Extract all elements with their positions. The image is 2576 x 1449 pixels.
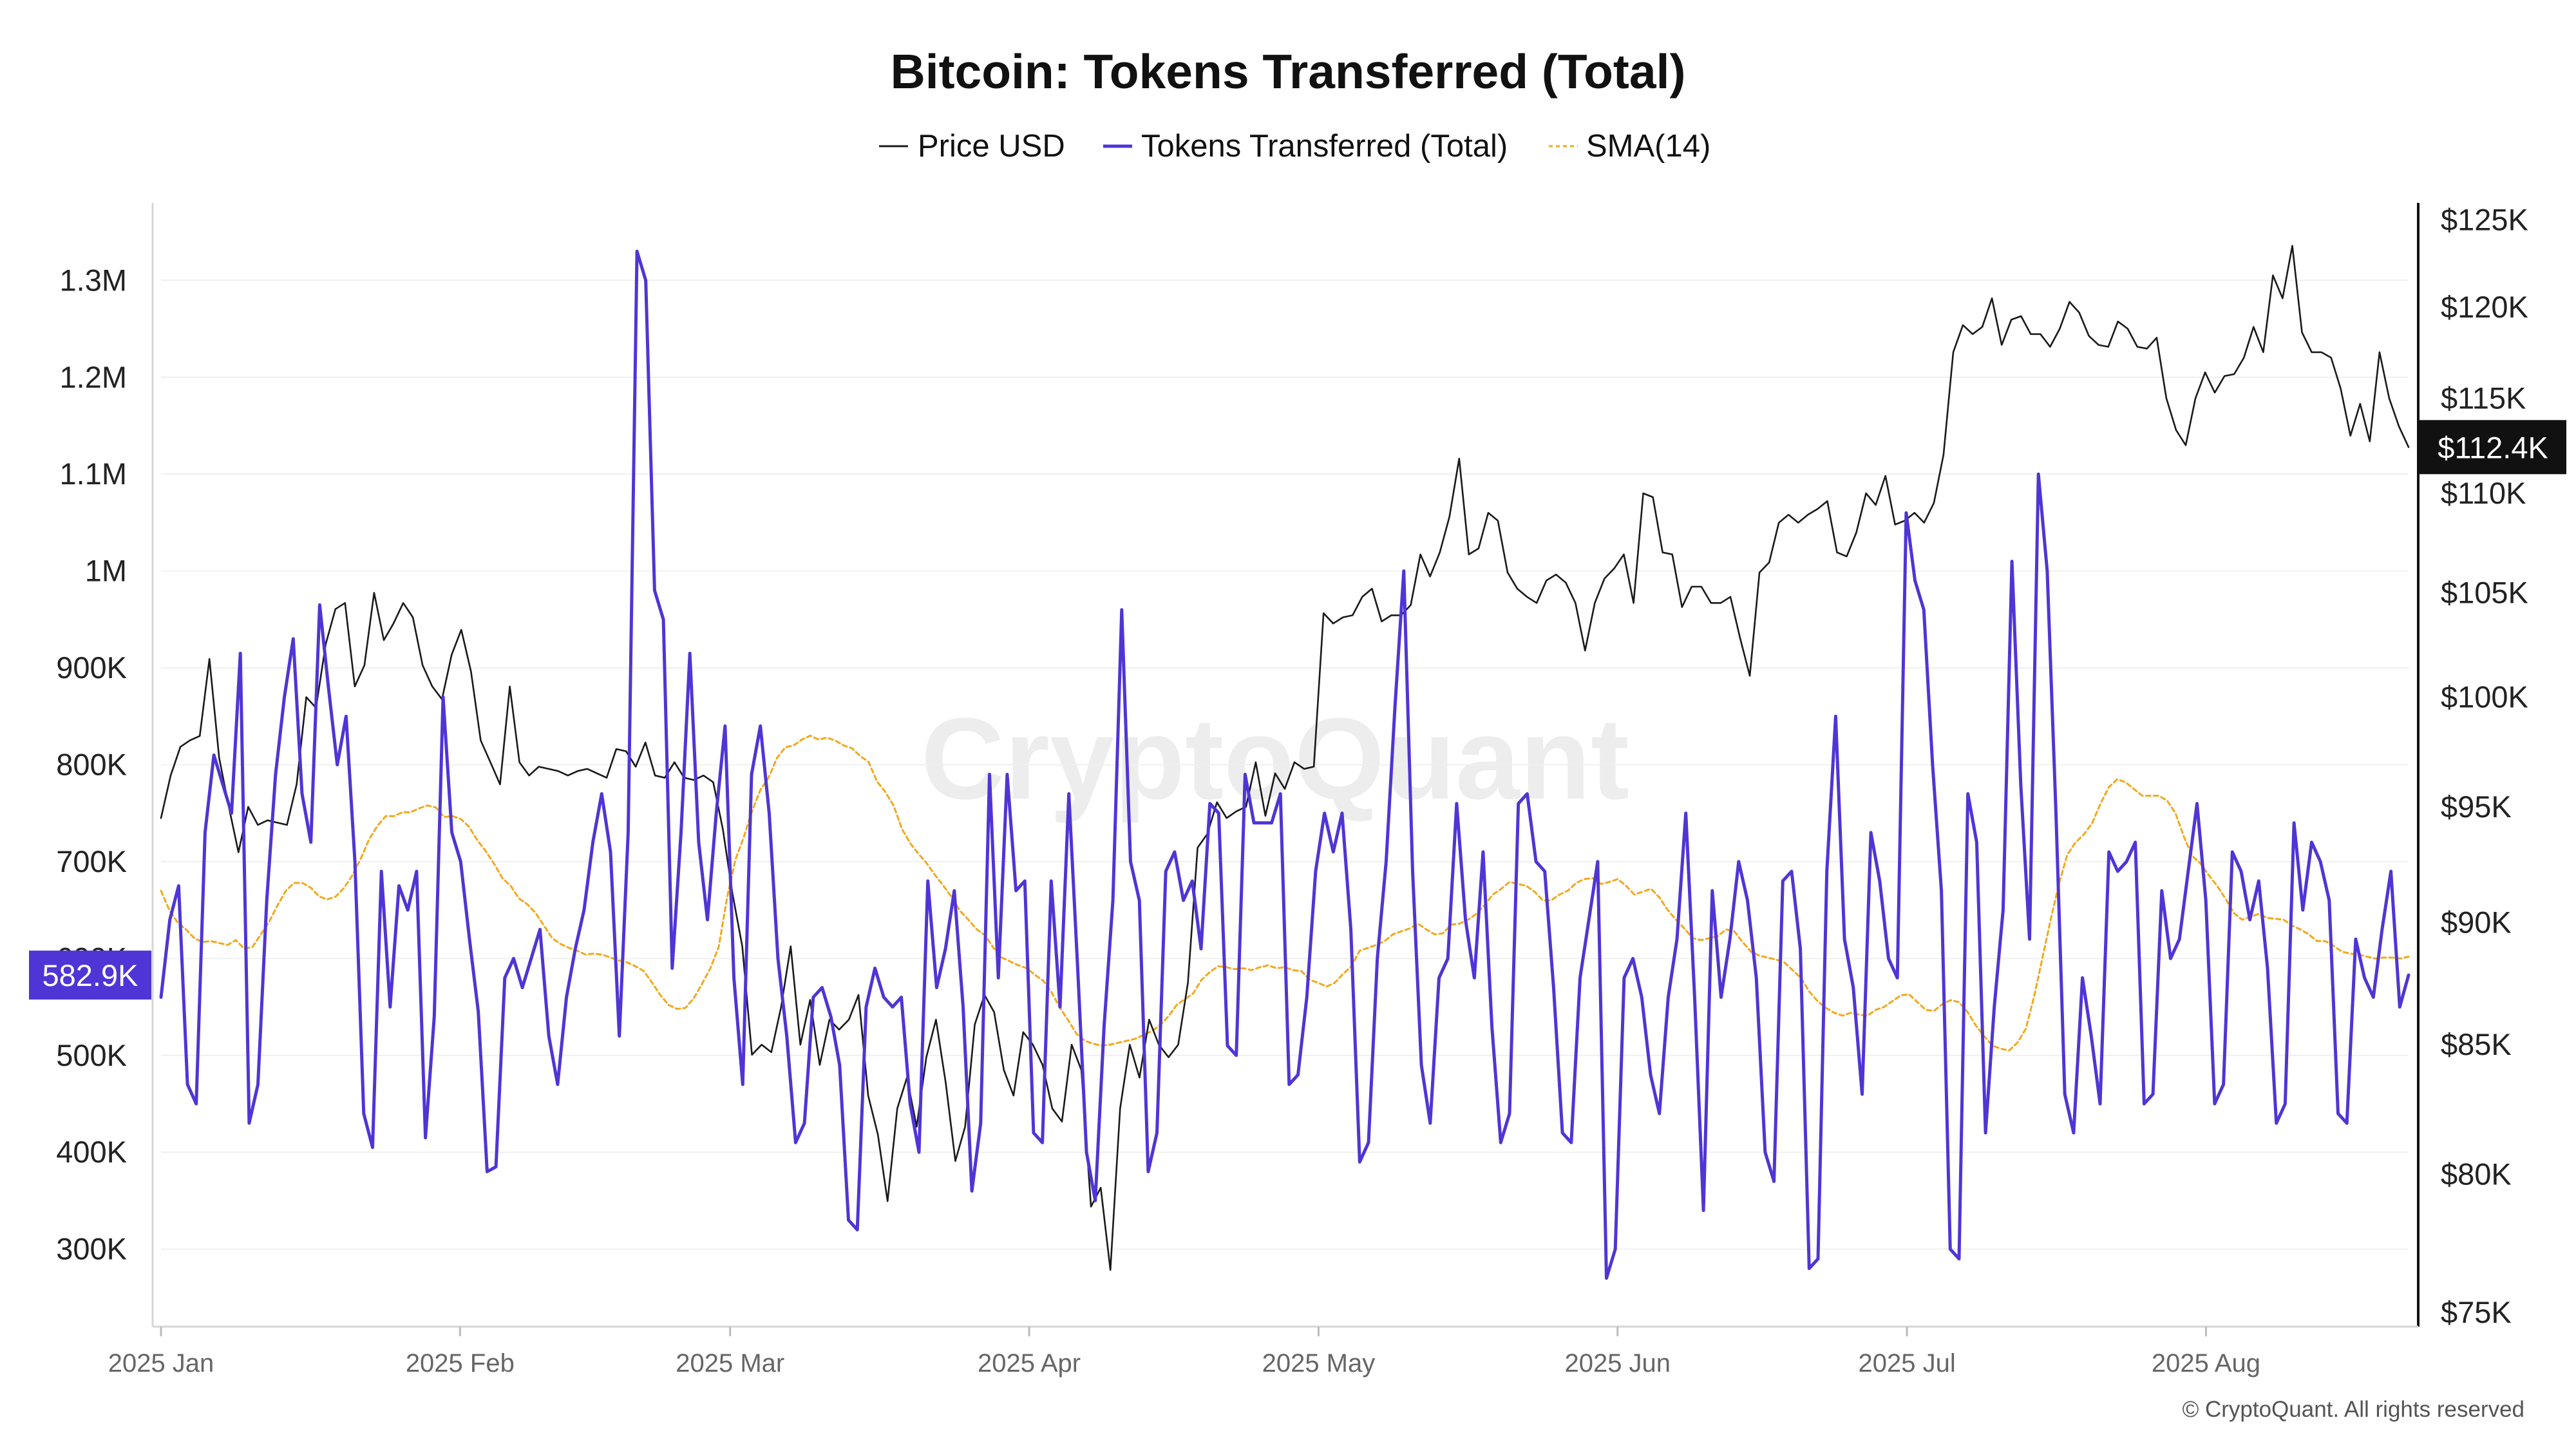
left-tick-label: 400K bbox=[56, 1135, 127, 1169]
right-tick-label: $90K bbox=[2441, 905, 2512, 939]
last-value-badges: 582.9K $112.4K bbox=[29, 420, 2566, 1000]
x-tick-label: 2025 Jul bbox=[1858, 1349, 1955, 1378]
grid bbox=[161, 279, 2409, 1250]
x-tick-label: 2025 Feb bbox=[406, 1349, 515, 1378]
axes bbox=[151, 203, 2420, 1328]
legend-item-sma[interactable]: SMA(14) bbox=[1549, 129, 1710, 164]
right-tick-label: $95K bbox=[2441, 790, 2512, 824]
right-tick-label: $115K bbox=[2441, 381, 2526, 415]
tokens-last-value-label: 582.9K bbox=[43, 958, 138, 992]
right-tick-label: $80K bbox=[2441, 1157, 2512, 1191]
price-last-value-badge bbox=[2420, 420, 2566, 475]
left-axis-ticks: 300K400K500K600K700K800K900K1M1.1M1.2M1.… bbox=[56, 263, 127, 1265]
legend-item-price[interactable]: Price USD bbox=[879, 129, 1065, 164]
price-line bbox=[160, 245, 2410, 1271]
right-tick-label: $75K bbox=[2441, 1295, 2512, 1329]
right-tick-label: $105K bbox=[2441, 575, 2528, 609]
right-tick-label: $100K bbox=[2441, 679, 2528, 714]
x-tick-label: 2025 Apr bbox=[978, 1349, 1081, 1378]
left-tick-label: 300K bbox=[56, 1232, 127, 1266]
left-tick-label: 1M bbox=[85, 554, 127, 588]
price-last-value-label: $112.4K bbox=[2438, 430, 2548, 464]
left-tick-label: 1.3M bbox=[60, 263, 128, 297]
x-tick-label: 2025 Aug bbox=[2152, 1349, 2260, 1378]
left-tick-label: 500K bbox=[56, 1038, 127, 1072]
left-tick-label: 1.1M bbox=[60, 457, 128, 491]
tokens-last-value-badge bbox=[29, 951, 151, 1000]
series-layer bbox=[159, 245, 2410, 1280]
chart-title: Bitcoin: Tokens Transferred (Total) bbox=[891, 44, 1686, 99]
x-tick-label: 2025 Jan bbox=[108, 1349, 214, 1378]
watermark: CryptoQuant bbox=[921, 694, 1629, 824]
left-tick-label: 1.2M bbox=[60, 360, 128, 394]
x-tick-label: 2025 May bbox=[1262, 1349, 1376, 1378]
right-tick-label: $110K bbox=[2441, 476, 2526, 510]
legend: Price USD Tokens Transferred (Total) SMA… bbox=[879, 129, 1710, 164]
right-tick-label: $85K bbox=[2441, 1027, 2512, 1061]
x-tick-label: 2025 Mar bbox=[676, 1349, 784, 1378]
legend-item-tokens[interactable]: Tokens Transferred (Total) bbox=[1103, 129, 1508, 164]
tokens-line bbox=[159, 249, 2410, 1280]
left-tick-label: 700K bbox=[56, 844, 127, 878]
right-tick-label: $125K bbox=[2441, 202, 2528, 236]
legend-label-sma: SMA(14) bbox=[1586, 129, 1710, 164]
legend-label-price: Price USD bbox=[918, 129, 1065, 164]
right-tick-label: $120K bbox=[2441, 290, 2528, 324]
copyright: © CryptoQuant. All rights reserved bbox=[2182, 1397, 2524, 1422]
left-tick-label: 800K bbox=[56, 748, 127, 782]
legend-label-tokens: Tokens Transferred (Total) bbox=[1141, 129, 1508, 164]
x-axis-ticks: 2025 Jan 2025 Feb 2025 Mar 2025 Apr 2025 May… bbox=[108, 1327, 2260, 1378]
right-axis-ticks: $75K $80K $85K $90K $95K $100K $105K $110K $115K… bbox=[2441, 202, 2528, 1329]
x-tick-label: 2025 Jun bbox=[1564, 1349, 1671, 1378]
left-tick-label: 900K bbox=[56, 650, 127, 685]
